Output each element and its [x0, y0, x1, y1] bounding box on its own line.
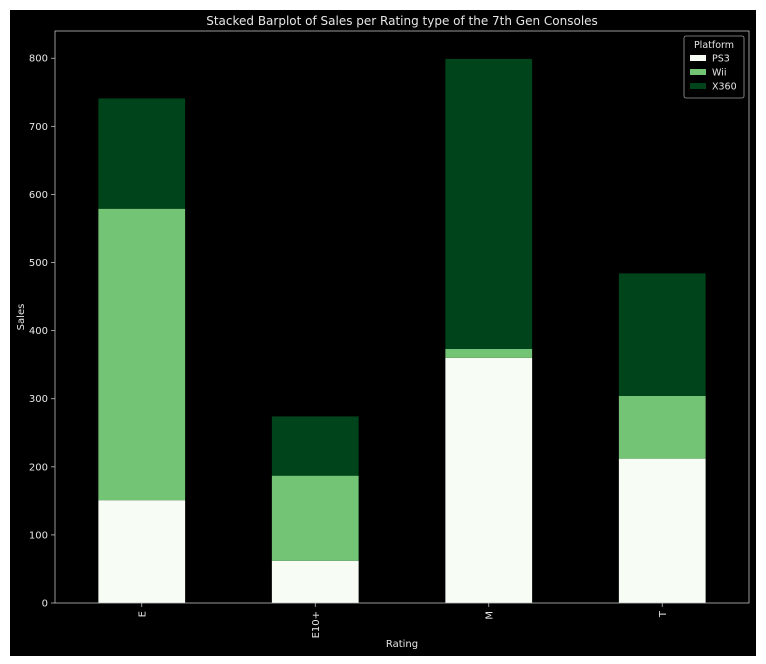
y-tick-label: 300	[29, 394, 48, 405]
y-tick-label: 400	[29, 326, 48, 337]
legend-swatch-x360	[690, 83, 706, 89]
legend-label-wii: Wii	[712, 68, 726, 79]
x-axis-label: Rating	[386, 639, 418, 650]
y-tick-label: 700	[29, 122, 48, 133]
x-tick-label: T	[658, 610, 669, 618]
bars-group	[98, 58, 706, 603]
chart-title: Stacked Barplot of Sales per Rating type…	[206, 14, 598, 28]
bar-wii-m	[445, 349, 533, 358]
bar-ps3-e10	[271, 560, 359, 603]
bar-ps3-m	[445, 357, 533, 603]
y-tick-label: 200	[29, 462, 48, 473]
x-tick-label: E	[137, 611, 148, 617]
y-axis-label: Sales	[16, 304, 27, 331]
legend-swatch-ps3	[690, 55, 706, 61]
bar-ps3-t	[618, 458, 706, 603]
y-tick-label: 0	[42, 599, 48, 610]
legend-title: Platform	[694, 40, 734, 51]
x-tick-label: E10+	[311, 611, 322, 638]
bar-x360-e	[98, 98, 186, 209]
legend-label-x360: X360	[712, 82, 737, 93]
bar-x360-m	[445, 58, 533, 350]
y-tick-label: 600	[29, 190, 48, 201]
axes-group: 0 100 200 300 400 500 600 700 800 E E10+ M T	[29, 30, 750, 638]
bar-wii-e	[98, 208, 186, 501]
y-tick-label: 500	[29, 258, 48, 269]
legend: Platform PS3 Wii X360	[683, 35, 745, 99]
axes-frame	[54, 30, 750, 604]
legend-label-ps3: PS3	[712, 54, 730, 65]
bar-ps3-e	[98, 500, 186, 603]
bar-x360-e10	[271, 416, 359, 476]
y-tick-label: 800	[29, 54, 48, 65]
legend-box	[683, 35, 745, 99]
legend-swatch-wii	[690, 69, 706, 75]
bar-wii-t	[618, 395, 706, 459]
y-tick-label: 100	[29, 530, 48, 541]
bar-wii-e10	[271, 475, 359, 561]
x-tick-label: M	[484, 611, 495, 620]
bar-x360-t	[618, 273, 706, 396]
